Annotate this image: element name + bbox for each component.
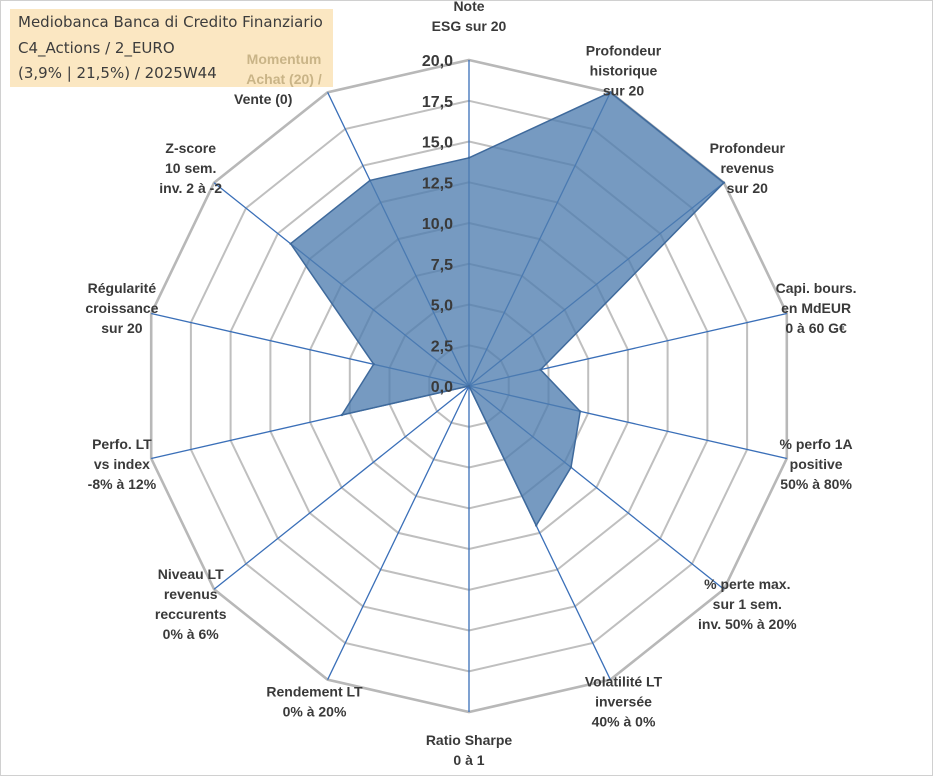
axis-label: 40% à 0% [592, 713, 656, 729]
axis-label: ESG sur 20 [432, 18, 507, 34]
axis-label: reccurents [155, 606, 227, 622]
tick-label: 20,0 [422, 53, 453, 70]
axis-label: Rendement LT [266, 683, 363, 699]
axis-label: Ratio Sharpe [426, 732, 513, 748]
axis-label: 0% à 20% [283, 703, 347, 719]
tick-label: 10,0 [422, 216, 453, 233]
data-point [609, 91, 612, 94]
data-point [722, 181, 726, 184]
portfolio-label: C4_Actions / 2_EURO [18, 39, 175, 57]
axis-label: Perfo. LT [92, 436, 152, 452]
tick-label: 2,5 [431, 338, 453, 355]
data-area [289, 91, 726, 528]
axis-label: % perfo 1A [780, 436, 853, 452]
data-point [467, 384, 471, 388]
axis-label: Régularité [88, 280, 157, 296]
axis-label: Capi. bours. [776, 280, 857, 296]
tick-label-layer: 0,0 2,5 5,0 7,5 10,0 12,5 15,0 17,5 20,0 [422, 53, 453, 396]
axis-label: -8% à 12% [88, 476, 157, 492]
axis-label: 10 sem. [165, 160, 216, 176]
axis-label: sur 1 sem. [713, 596, 782, 612]
axis-label: sur 20 [603, 83, 644, 99]
tick-label: 12,5 [422, 175, 453, 192]
data-point [535, 524, 538, 527]
axis-label: Profondeur [586, 43, 662, 59]
momentum-axis-label: Momentum Achat (20) / [246, 51, 322, 87]
tick-label: 15,0 [422, 135, 453, 152]
data-point [289, 242, 292, 245]
company-name: Mediobanca Banca di Credito Finanziario [18, 13, 323, 31]
data-point [467, 156, 471, 159]
axis-label: % perte max. [704, 576, 790, 592]
axis-label-layer: Note ESG sur 20 Profondeur historique sur 20… [85, 0, 856, 768]
info-box: Mediobanca Banca di Credito Finanziario … [10, 9, 333, 87]
tick-label: 5,0 [431, 298, 453, 315]
data-point [340, 413, 344, 417]
momentum-axis-label-vente: Vente (0) [234, 91, 293, 107]
axis-label: Volatilité LT [585, 673, 663, 689]
axis-label: revenus [720, 160, 774, 176]
tick-label: 7,5 [431, 257, 453, 274]
data-point [579, 410, 582, 413]
axis-label: sur 20 [101, 320, 142, 336]
axis-label: 50% à 80% [780, 476, 852, 492]
tick-label: 17,5 [422, 94, 453, 111]
axis-label: Note [453, 0, 484, 14]
period-label: (3,9% | 21,5%) / 2025W44 [18, 64, 217, 82]
data-point [372, 363, 375, 366]
data-point [539, 368, 542, 371]
axis-label: vs index [94, 456, 150, 472]
axis-label: inv. 50% à 20% [698, 616, 797, 632]
data-point [569, 466, 573, 469]
axis-label: croissance [85, 300, 158, 316]
axis-label: Profondeur [710, 140, 786, 156]
axis-label: 0 à 1 [453, 752, 484, 768]
axis-label: 0% à 6% [163, 626, 220, 642]
axis-label: historique [590, 63, 658, 79]
axis-spoke [213, 385, 470, 590]
axis-label: revenus [164, 586, 218, 602]
axis-label: inv. 2 à -2 [159, 180, 222, 196]
axis-label: inversée [595, 693, 652, 709]
data-area-layer [289, 91, 726, 528]
axis-spoke [327, 385, 470, 680]
tick-label: 0,0 [431, 379, 453, 396]
axis-label: 0 à 60 G€ [785, 320, 847, 336]
axis-label: sur 20 [727, 180, 768, 196]
axis-label: positive [790, 456, 843, 472]
axis-label: en MdEUR [781, 300, 851, 316]
axis-label: Z-score [165, 140, 216, 156]
data-point [368, 179, 372, 182]
axis-label: Niveau LT [158, 566, 224, 582]
